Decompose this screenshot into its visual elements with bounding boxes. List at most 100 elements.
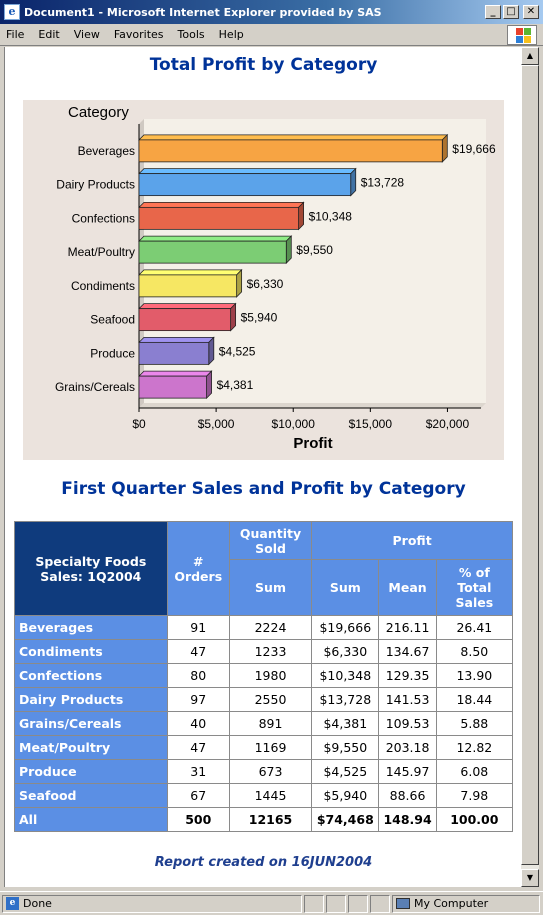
cell-profit-sum: $5,940	[311, 783, 380, 808]
cell-profit-pct: 6.08	[435, 759, 514, 784]
maximize-button[interactable]: □	[503, 5, 519, 19]
close-button[interactable]: ✕	[523, 5, 539, 19]
row-category: Produce	[14, 759, 168, 784]
profit-sum-header: Sum	[311, 559, 380, 616]
bar-side-2	[298, 201, 304, 231]
bar-0	[138, 139, 443, 163]
computer-icon	[396, 898, 410, 909]
table-title: First Quarter Sales and Profit by Catego…	[61, 479, 466, 499]
cell-orders: 31	[166, 759, 230, 784]
bar-3	[138, 240, 287, 264]
quantity-sum-header: Sum	[228, 559, 313, 616]
status-slot-4	[370, 894, 390, 913]
status-slot-3	[348, 894, 368, 913]
cell-orders: 47	[166, 735, 230, 760]
minimize-button[interactable]: _	[485, 5, 501, 19]
scroll-up-icon[interactable]: ▲	[521, 47, 539, 65]
scroll-down-icon[interactable]: ▼	[521, 869, 539, 887]
cell-quantity: 673	[228, 759, 313, 784]
page-viewport: Total Profit by Category Category Beverag…	[4, 47, 521, 887]
profit-bar-chart: Category Beverages $19,666 Dairy Products $1…	[55, 104, 496, 452]
profit-pct-header: % of Total Sales	[435, 559, 514, 616]
cell-profit-sum: $19,666	[311, 615, 380, 640]
cell-quantity: 2224	[228, 615, 313, 640]
x-tick-label-2: $10,000	[272, 417, 316, 431]
value-label-2: $10,348	[309, 209, 353, 223]
cell-profit-mean: 148.94	[378, 807, 437, 832]
cell-quantity: 12165	[228, 807, 313, 832]
bar-side-6	[208, 336, 215, 366]
cell-profit-sum: $4,525	[311, 759, 380, 784]
table-corner-label: Specialty Foods Sales: 1Q2004	[14, 521, 168, 616]
category-label-2: Confections	[72, 211, 135, 225]
windows-logo-icon	[507, 25, 537, 45]
cell-quantity: 1169	[228, 735, 313, 760]
cell-profit-pct: 12.82	[435, 735, 514, 760]
menu-favorites[interactable]: Favorites	[113, 28, 164, 41]
category-label-4: Condiments	[71, 279, 135, 293]
cell-profit-mean: 141.53	[378, 687, 437, 712]
menu-edit[interactable]: Edit	[38, 28, 60, 41]
cell-orders: 500	[166, 807, 230, 832]
value-label-1: $13,728	[361, 176, 405, 190]
category-label-3: Meat/Poultry	[68, 245, 135, 259]
bar-top-2	[138, 201, 305, 208]
menu-view[interactable]: View	[73, 28, 100, 41]
value-label-7: $4,381	[217, 378, 254, 392]
menu-tools[interactable]: Tools	[177, 28, 205, 41]
cell-profit-sum: $6,330	[311, 639, 380, 664]
zone-text: My Computer	[414, 897, 489, 910]
row-category: Confections	[14, 663, 168, 688]
status-main: e Done	[2, 894, 302, 913]
cell-quantity: 1233	[228, 639, 313, 664]
vertical-scrollbar[interactable]: ▲ ▼	[521, 47, 539, 887]
orders-header: # Orders	[166, 521, 230, 616]
profit-chart: Category Beverages $19,666 Dairy Products $1…	[23, 100, 504, 460]
cell-orders: 40	[166, 711, 230, 736]
report-footer: Report created on 16JUN2004	[154, 855, 373, 870]
category-label-0: Beverages	[78, 144, 135, 158]
status-slot-2	[326, 894, 346, 913]
table-row: Beverages 91 2224 $19,666 216.11 26.41	[14, 615, 514, 640]
row-category: Grains/Cereals	[14, 711, 168, 736]
bar-top-5	[138, 303, 237, 310]
x-tick-label-1: $5,000	[198, 417, 235, 431]
table-row: Meat/Poultry 47 1169 $9,550 203.18 12.82	[14, 735, 514, 760]
value-label-4: $6,330	[247, 277, 284, 291]
x-tick-label-3: $15,000	[349, 417, 393, 431]
ie-icon: e	[4, 4, 20, 20]
menu-help[interactable]: Help	[218, 28, 244, 41]
profit-mean-header: Mean	[378, 559, 437, 616]
bar-7	[138, 375, 207, 399]
cell-profit-sum: $9,550	[311, 735, 380, 760]
y-axis-title: Category	[68, 104, 129, 121]
cell-quantity: 891	[228, 711, 313, 736]
bar-4	[138, 274, 238, 298]
x-tick-label-0: $0	[132, 417, 146, 431]
scroll-thumb[interactable]	[521, 65, 539, 865]
row-category: Seafood	[14, 783, 168, 808]
status-bar: e Done My Computer	[0, 891, 543, 915]
cell-orders: 47	[166, 639, 230, 664]
status-slot-1	[304, 894, 324, 913]
category-label-1: Dairy Products	[56, 178, 135, 192]
bar-side-1	[350, 167, 357, 197]
menu-file[interactable]: File	[6, 28, 25, 41]
bar-1	[138, 173, 352, 197]
cell-orders: 91	[166, 615, 230, 640]
bar-side-4	[236, 268, 243, 298]
cell-profit-mean: 216.11	[378, 615, 437, 640]
window-controls: _ □ ✕	[485, 5, 543, 19]
x-tick-label-4: $20,000	[426, 417, 470, 431]
bar-top-6	[138, 336, 215, 343]
cell-profit-mean: 203.18	[378, 735, 437, 760]
cell-profit-sum: $13,728	[311, 687, 380, 712]
sales-table: Specialty Foods Sales: 1Q2004 # Orders Q…	[14, 521, 514, 832]
bar-side-7	[206, 370, 212, 400]
status-text: Done	[23, 897, 52, 910]
value-label-5: $5,940	[241, 311, 278, 325]
bar-top-3	[138, 235, 293, 242]
plot-floor	[139, 403, 486, 408]
cell-profit-mean: 129.35	[378, 663, 437, 688]
bar-side-3	[285, 235, 292, 265]
